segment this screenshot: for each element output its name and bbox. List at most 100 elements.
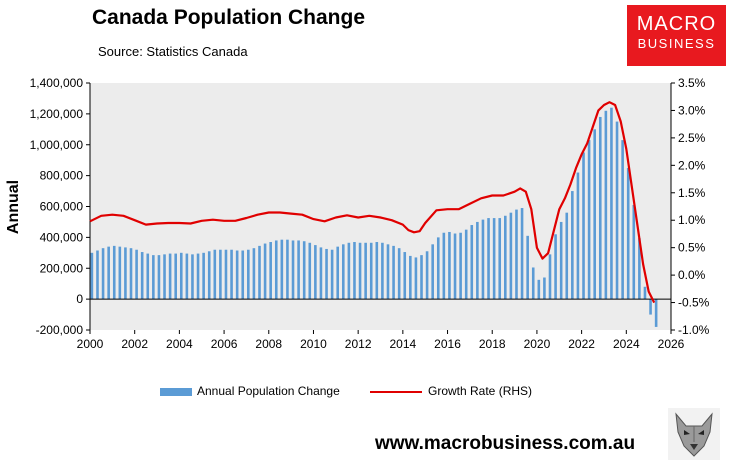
bar <box>610 107 613 300</box>
bar <box>230 249 233 300</box>
y-axis-label: Annual <box>5 180 22 234</box>
bar <box>252 248 256 300</box>
bar <box>632 204 636 300</box>
bar <box>185 253 189 300</box>
bar <box>409 255 412 300</box>
y2tick-label: -0.5% <box>678 296 710 310</box>
bar <box>526 235 529 300</box>
bar <box>124 247 127 300</box>
bar <box>179 252 183 300</box>
ytick-label: -200,000 <box>36 323 84 337</box>
axes <box>86 82 675 334</box>
bar <box>397 248 401 300</box>
tick-labels: -200,000 0 200,000 400,000 600,000 800,000 1,0… <box>30 76 710 351</box>
y2tick-label: 2.0% <box>678 158 706 172</box>
bar <box>587 140 591 300</box>
bar <box>565 212 569 300</box>
bar <box>420 255 423 300</box>
bar <box>286 239 289 300</box>
xtick-label: 2022 <box>568 337 595 351</box>
chart-title: Canada Population Change <box>92 6 366 29</box>
bar <box>224 249 228 300</box>
bar <box>381 242 384 300</box>
bar <box>152 255 155 300</box>
bar <box>431 244 434 300</box>
bar <box>548 254 552 300</box>
bar <box>604 110 608 300</box>
bar <box>280 239 284 300</box>
bar <box>375 242 379 300</box>
y2tick-label: 0.5% <box>678 241 706 255</box>
xtick-label: 2018 <box>479 337 506 351</box>
bar <box>308 242 312 300</box>
bar <box>598 116 602 300</box>
y2tick-label: 0.0% <box>678 268 706 282</box>
bar <box>358 242 362 300</box>
y2tick-label: 2.5% <box>678 131 706 145</box>
bar <box>464 229 468 300</box>
macrobusiness-logo: MACRO BUSINESS <box>627 5 726 66</box>
bar <box>638 238 641 300</box>
bar <box>297 240 300 300</box>
bar <box>414 257 418 300</box>
bar <box>425 251 429 300</box>
bar <box>392 245 395 300</box>
legend-line-swatch <box>370 390 422 393</box>
bar <box>626 167 630 300</box>
bar <box>314 245 317 300</box>
bar <box>207 251 211 300</box>
bar <box>403 252 407 300</box>
bar <box>191 254 194 300</box>
bar <box>643 286 647 300</box>
bar <box>442 232 446 300</box>
bar <box>492 218 496 300</box>
bar <box>615 121 619 300</box>
growth-rate-line <box>89 101 656 304</box>
bar <box>96 250 99 300</box>
bar <box>112 245 116 300</box>
bar <box>163 254 166 300</box>
bar <box>582 152 585 300</box>
bar <box>107 246 110 300</box>
bar <box>470 225 474 300</box>
bar <box>274 240 278 300</box>
bar <box>487 218 490 300</box>
xtick-label: 2020 <box>524 337 551 351</box>
xtick-label: 2012 <box>345 337 372 351</box>
bar <box>101 248 105 300</box>
legend-item-line: Growth Rate (RHS) <box>370 384 532 398</box>
bar <box>353 242 356 300</box>
bar <box>269 242 272 300</box>
ytick-label: 1,000,000 <box>30 138 84 152</box>
bar <box>481 219 485 300</box>
xtick-label: 2010 <box>300 337 327 351</box>
y2tick-label: -1.0% <box>678 323 710 337</box>
bar <box>576 172 580 300</box>
bar <box>341 244 345 300</box>
y2tick-label: 3.0% <box>678 103 706 117</box>
ytick-label: 600,000 <box>40 200 84 214</box>
bar <box>219 249 222 300</box>
xtick-label: 2016 <box>434 337 461 351</box>
bar <box>531 267 535 300</box>
legend-item-bars: Annual Population Change <box>160 384 340 398</box>
bar <box>302 241 306 300</box>
bar <box>90 252 94 300</box>
bar <box>459 232 462 300</box>
bar <box>118 246 122 300</box>
bar <box>247 249 250 300</box>
ytick-label: 1,200,000 <box>30 107 84 121</box>
website-url: www.macrobusiness.com.au <box>375 433 636 454</box>
xtick-label: 2024 <box>613 337 640 351</box>
bar <box>498 218 502 300</box>
bar <box>386 244 390 300</box>
bar <box>559 221 563 300</box>
bar <box>174 253 177 300</box>
bar <box>168 253 172 300</box>
xtick-label: 2014 <box>389 337 416 351</box>
legend-line-label: Growth Rate (RHS) <box>428 384 533 398</box>
bar <box>515 209 518 300</box>
bar <box>263 243 267 300</box>
bar <box>448 231 451 300</box>
xtick-label: 2006 <box>211 337 238 351</box>
